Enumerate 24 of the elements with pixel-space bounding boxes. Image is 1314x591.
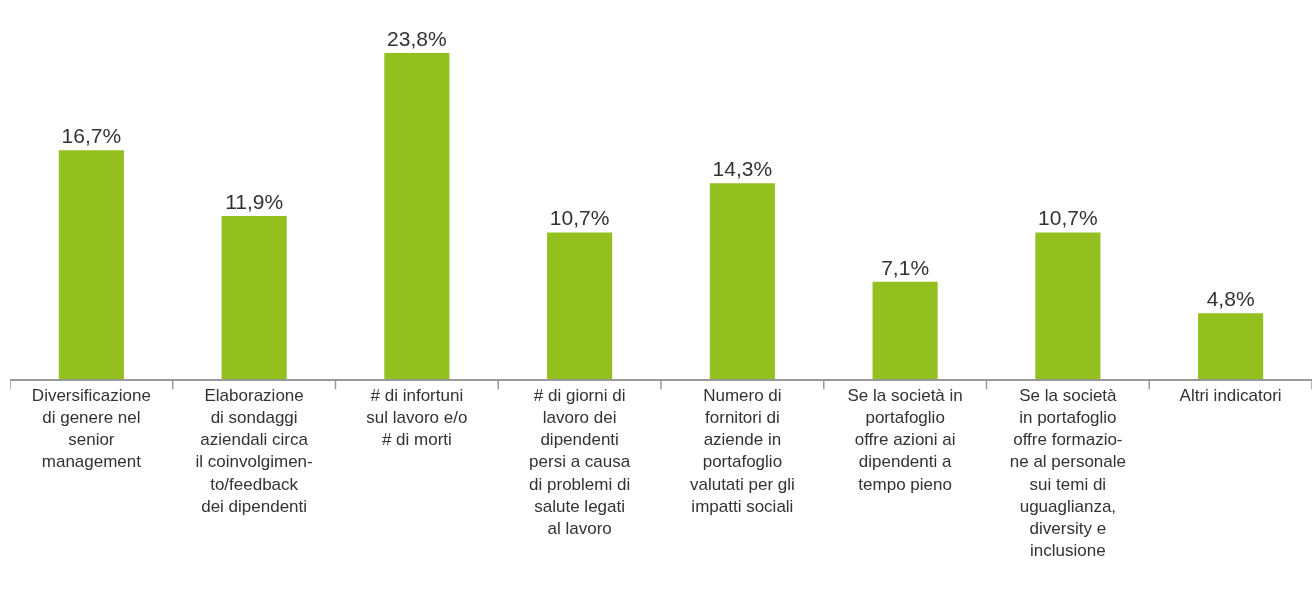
data-label: 4,8% — [1206, 287, 1255, 311]
x-tick-label: Se la società in portafoglio offre formazio- ne al personale sui temi di uguaglianza, diversity e inclusione — [1009, 386, 1127, 560]
x-tick-label: Se la società in portafoglio offre azioni ai dipendenti a tempo pieno — [847, 386, 963, 494]
x-tick-label: # di giorni di lavoro dei dipendenti persi a causa di problemi di salute legati al lavoro — [529, 386, 631, 538]
data-label: 10,7% — [549, 206, 610, 230]
data-label: 11,9% — [225, 190, 284, 214]
x-tick-label: Diversificazione di genere nel senior management — [31, 386, 151, 472]
x-tick-label: Numero di fornitori di aziende in portafoglio valutati per gli impatti sociali — [689, 386, 795, 516]
x-tick-label: Altri indicatori — [1179, 386, 1282, 406]
x-tick-label: # di infortuni sul lavoro e/o # di morti — [366, 386, 468, 450]
bar — [1198, 313, 1264, 379]
data-label: 7,1% — [881, 255, 930, 279]
bar — [221, 216, 287, 379]
bar — [58, 150, 124, 379]
data-label: 16,7% — [61, 124, 122, 148]
bar — [547, 232, 613, 379]
bar — [384, 53, 450, 379]
x-tick-label: Elaborazione di sondaggi aziendali circa il coinvolgimen- to/feedback dei dipendenti — [195, 386, 313, 516]
bar — [709, 183, 775, 379]
data-label: 10,7% — [1038, 206, 1098, 230]
bar — [872, 281, 938, 379]
bar — [1035, 232, 1101, 379]
data-label: 14,3% — [712, 157, 773, 181]
data-label: 23,8% — [387, 27, 447, 51]
